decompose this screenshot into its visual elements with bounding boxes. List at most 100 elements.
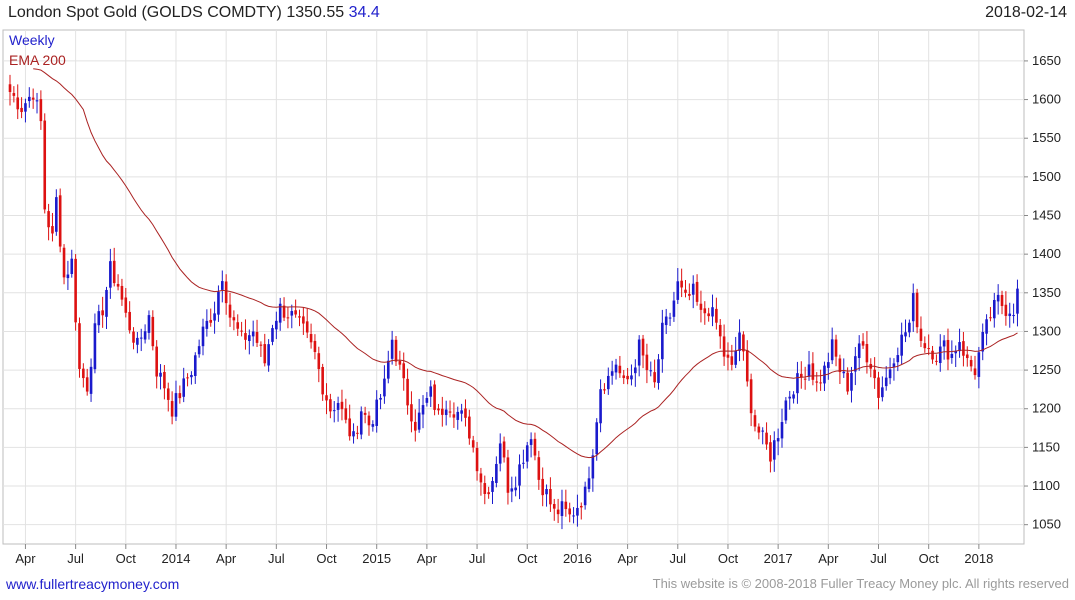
- candle-down: [846, 372, 849, 392]
- candle-down: [263, 344, 267, 364]
- candle-down: [448, 411, 452, 413]
- candle-up: [386, 360, 390, 379]
- x-tick-label: 2016: [563, 551, 592, 566]
- candle-down: [707, 313, 710, 317]
- candle-up: [371, 424, 375, 427]
- candle-up: [193, 355, 197, 376]
- candle-down: [282, 305, 286, 318]
- candle-up: [217, 291, 220, 315]
- candle-up: [290, 311, 294, 316]
- candle-down: [618, 365, 622, 374]
- candle-up: [776, 438, 780, 442]
- candle-up: [649, 370, 653, 372]
- x-tick-label: Apr: [216, 551, 237, 566]
- candle-down: [116, 283, 120, 287]
- website-link[interactable]: www.fullertreacymoney.com: [6, 576, 180, 592]
- x-tick-label: Apr: [15, 551, 36, 566]
- candle-up: [491, 480, 494, 492]
- candle-up: [664, 316, 668, 326]
- y-tick-label: 1400: [1032, 246, 1061, 261]
- y-tick-label: 1100: [1032, 478, 1060, 493]
- candle-up: [97, 311, 101, 326]
- candle-up: [784, 400, 788, 421]
- candle-down: [877, 377, 880, 398]
- x-tick-label: Oct: [517, 551, 538, 566]
- candle-down: [641, 338, 645, 356]
- copyright-notice: This website is © 2008-2018 Fuller Treac…: [652, 576, 1069, 591]
- candle-up: [668, 317, 672, 319]
- candle-up: [495, 463, 498, 483]
- candle-down: [622, 375, 626, 379]
- candle-down: [502, 441, 506, 458]
- candle-up: [993, 299, 996, 319]
- candle-up: [857, 343, 861, 359]
- candle-down: [965, 354, 969, 359]
- candle-up: [676, 281, 680, 300]
- candle-down: [603, 389, 606, 391]
- candle-up: [197, 346, 201, 355]
- legend-ema: EMA 200: [9, 52, 66, 68]
- candle-down: [329, 399, 332, 412]
- candle-up: [28, 96, 31, 102]
- candle-down: [946, 339, 950, 360]
- candle-up: [522, 462, 525, 464]
- candle-down: [745, 350, 749, 382]
- candle-down: [16, 97, 20, 110]
- candle-down: [475, 447, 479, 472]
- candle-down: [873, 369, 876, 379]
- candle-up: [661, 322, 664, 360]
- candle-up: [942, 340, 946, 347]
- candle-down: [533, 438, 537, 456]
- price-change: 34.4: [348, 4, 380, 21]
- candle-up: [576, 507, 579, 516]
- y-axis: 1050 1100 1150 1200 1250 1300 1350 1400 1450 1500…: [1024, 53, 1061, 532]
- y-tick-label: 1150: [1032, 439, 1060, 454]
- chart-date: 2018-02-14: [985, 4, 1067, 21]
- instrument-name: London Spot Gold (GOLDS COMDTY): [8, 4, 282, 21]
- candle-up: [854, 356, 857, 372]
- candle-down: [811, 363, 815, 380]
- candle-down: [757, 426, 761, 433]
- candle-down: [232, 317, 236, 321]
- x-tick-label: Apr: [818, 551, 839, 566]
- candle-down: [101, 310, 104, 316]
- candle-down: [410, 404, 413, 422]
- candle-down: [568, 508, 571, 515]
- candle-down: [688, 293, 691, 296]
- candle-down: [294, 310, 297, 315]
- candle-up: [792, 394, 795, 399]
- candle-down: [394, 339, 398, 362]
- candle-up: [614, 364, 618, 373]
- candle-up: [251, 331, 255, 337]
- candle-up: [850, 372, 853, 391]
- candle-down: [479, 473, 483, 483]
- candle-down: [927, 348, 930, 350]
- candle-up: [213, 313, 216, 321]
- y-tick-label: 1300: [1032, 323, 1061, 338]
- candle-up: [267, 344, 270, 366]
- candle-up: [93, 323, 97, 370]
- candle-down: [348, 418, 351, 437]
- candle-up: [981, 331, 985, 352]
- candle-up: [390, 339, 394, 359]
- candle-up: [607, 375, 610, 390]
- candle-down: [722, 336, 726, 357]
- candle-up: [278, 303, 282, 323]
- candle-down: [653, 372, 656, 383]
- candle-down: [703, 308, 707, 314]
- candle-down: [437, 408, 440, 411]
- candle-down: [402, 363, 406, 379]
- x-axis: Apr Jul Oct 2014 Apr Jul Oct 2015 Apr Jul Oct 2016 A…: [15, 544, 993, 566]
- candle-up: [711, 307, 714, 317]
- candle-down: [317, 353, 321, 370]
- candle-up: [884, 377, 888, 387]
- candle-down: [344, 408, 348, 420]
- x-tick-label: Apr: [417, 551, 438, 566]
- candle-up: [911, 293, 915, 322]
- x-tick-label: Oct: [919, 551, 940, 566]
- candle-up: [190, 374, 193, 378]
- candle-up: [143, 331, 147, 340]
- candle-down: [749, 379, 753, 414]
- candle-down: [552, 504, 556, 509]
- candle-down: [340, 401, 344, 410]
